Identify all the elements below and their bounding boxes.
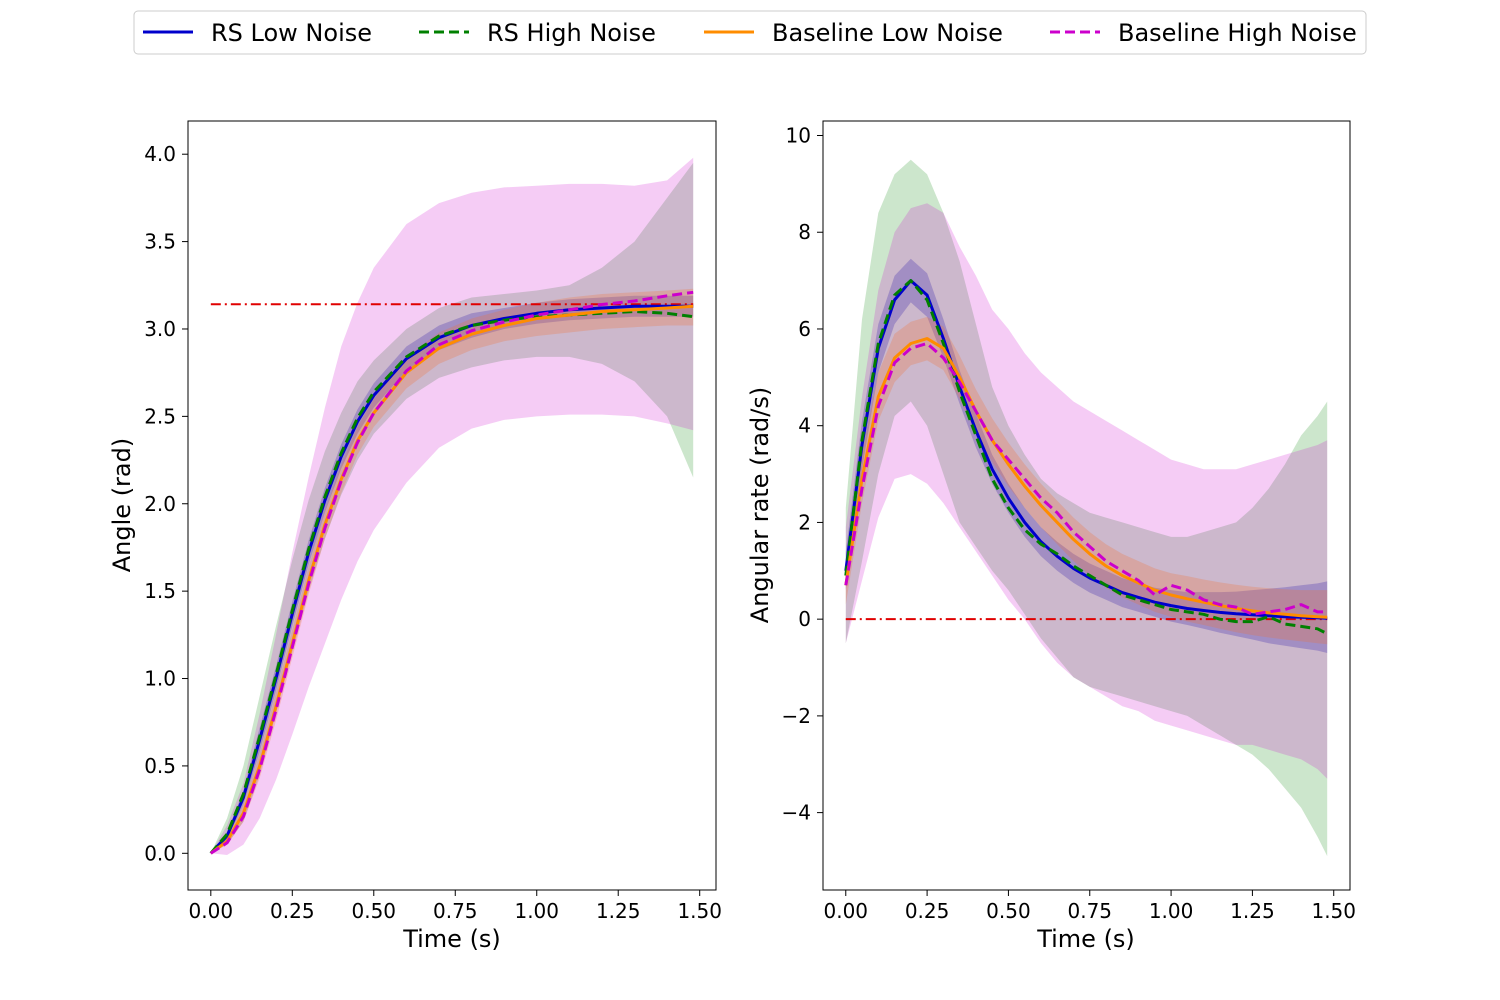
angle-plot-frame — [187, 120, 717, 891]
angular-rate-y-tick-label: 2 — [798, 510, 811, 534]
legend-label-baseline-high-noise: Baseline High Noise — [1118, 19, 1357, 47]
angle-y-tick-label: 4.0 — [144, 142, 176, 166]
legend: RS Low Noise RS High Noise Baseline Low … — [133, 10, 1367, 55]
angular-rate-plot-xlabel: Time (s) — [1036, 925, 1135, 953]
angle-x-tick-label: 1.50 — [677, 899, 722, 923]
angular-rate-x-tick-label: 0.75 — [1067, 899, 1112, 923]
angular-rate-band-rs-high-noise — [845, 159, 1328, 857]
angular-rate-plot-ylabel: Angular rate (rad/s) — [746, 387, 774, 623]
angular-rate-y-tick-label: 6 — [798, 317, 811, 341]
angle-x-tick-label: 0.50 — [352, 899, 397, 923]
angular-rate-y-tick-label: −2 — [782, 704, 811, 728]
angle-x-tick-label: 0.75 — [433, 899, 478, 923]
angle-y-tick-label: 3.5 — [144, 230, 176, 254]
angle-plot-y-ticks: 0.0 0.5 1.0 1.5 2.0 2.5 3.0 3.5 4.0 — [144, 142, 188, 865]
angular-rate-x-tick-label: 1.00 — [1149, 899, 1194, 923]
angle-plot-x-ticks: 0.00 0.25 0.50 0.75 1.00 1.25 1.50 — [189, 890, 722, 923]
angular-rate-y-tick-label: 10 — [786, 124, 811, 148]
angular-rate-line-rs-high-noise — [844, 279, 1328, 636]
angular-rate-x-tick-label: 1.50 — [1311, 899, 1356, 923]
angle-band-rs-high-noise — [210, 162, 694, 854]
angle-y-tick-label: 1.0 — [144, 667, 176, 691]
angular-rate-y-tick-label: 4 — [798, 414, 811, 438]
angle-x-tick-label: 1.25 — [596, 899, 641, 923]
legend-entry-rs-low-noise: RS Low Noise — [143, 19, 372, 47]
angular-rate-line-rs-low-noise — [844, 279, 1328, 620]
angle-line-rs-low-noise — [209, 304, 694, 855]
angle-x-tick-label: 0.00 — [189, 899, 234, 923]
angular-rate-x-tick-label: 1.25 — [1230, 899, 1275, 923]
angular-rate-y-tick-label: 8 — [798, 220, 811, 244]
angular-rate-plot: 0.00 0.25 0.50 0.75 1.00 1.25 1.50 −4 −2 0 2 4 6 8 10… — [746, 120, 1356, 953]
angle-plot: 0.00 0.25 0.50 0.75 1.00 1.25 1.50 0.0 0.5 1.0 1.… — [108, 120, 722, 953]
angular-rate-plot-y-ticks: −4 −2 0 2 4 6 8 10 — [782, 124, 823, 825]
angular-rate-y-tick-label: 0 — [798, 607, 811, 631]
angular-rate-band-baseline-high-noise — [845, 203, 1328, 779]
angle-x-tick-label: 1.00 — [514, 899, 559, 923]
angle-plot-xlabel: Time (s) — [402, 925, 501, 953]
legend-label-rs-low-noise: RS Low Noise — [211, 19, 372, 47]
angle-x-tick-label: 0.25 — [270, 899, 315, 923]
angular-rate-line-baseline-high-noise — [844, 342, 1328, 616]
angle-y-tick-label: 0.5 — [144, 754, 176, 778]
angle-y-tick-label: 0.0 — [144, 841, 176, 865]
angle-plot-bands — [210, 157, 694, 855]
legend-label-rs-high-noise: RS High Noise — [487, 19, 656, 47]
legend-entry-baseline-high-noise: Baseline High Noise — [1050, 19, 1357, 47]
angular-rate-x-tick-label: 0.00 — [824, 899, 869, 923]
angle-y-tick-label: 1.5 — [144, 579, 176, 603]
angular-rate-band-baseline-low-noise — [845, 316, 1328, 645]
angular-rate-plot-x-ticks: 0.00 0.25 0.50 0.75 1.00 1.25 1.50 — [824, 890, 1356, 923]
angle-plot-lines — [209, 290, 694, 855]
angular-rate-plot-lines — [844, 279, 1328, 636]
angle-y-tick-label: 2.0 — [144, 492, 176, 516]
angular-rate-plot-frame — [822, 120, 1351, 891]
legend-entry-baseline-low-noise: Baseline Low Noise — [704, 19, 1003, 47]
angle-y-tick-label: 3.0 — [144, 317, 176, 341]
angle-plot-ylabel: Angle (rad) — [108, 438, 136, 572]
angle-y-tick-label: 2.5 — [144, 404, 176, 428]
angular-rate-x-tick-label: 0.25 — [905, 899, 950, 923]
angular-rate-x-tick-label: 0.50 — [986, 899, 1031, 923]
angular-rate-line-baseline-low-noise — [844, 337, 1328, 619]
legend-entry-rs-high-noise: RS High Noise — [419, 19, 656, 47]
legend-label-baseline-low-noise: Baseline Low Noise — [772, 19, 1003, 47]
angular-rate-y-tick-label: −4 — [782, 801, 811, 825]
angle-line-baseline-high-noise — [209, 290, 694, 855]
angle-band-baseline-high-noise — [210, 157, 694, 855]
